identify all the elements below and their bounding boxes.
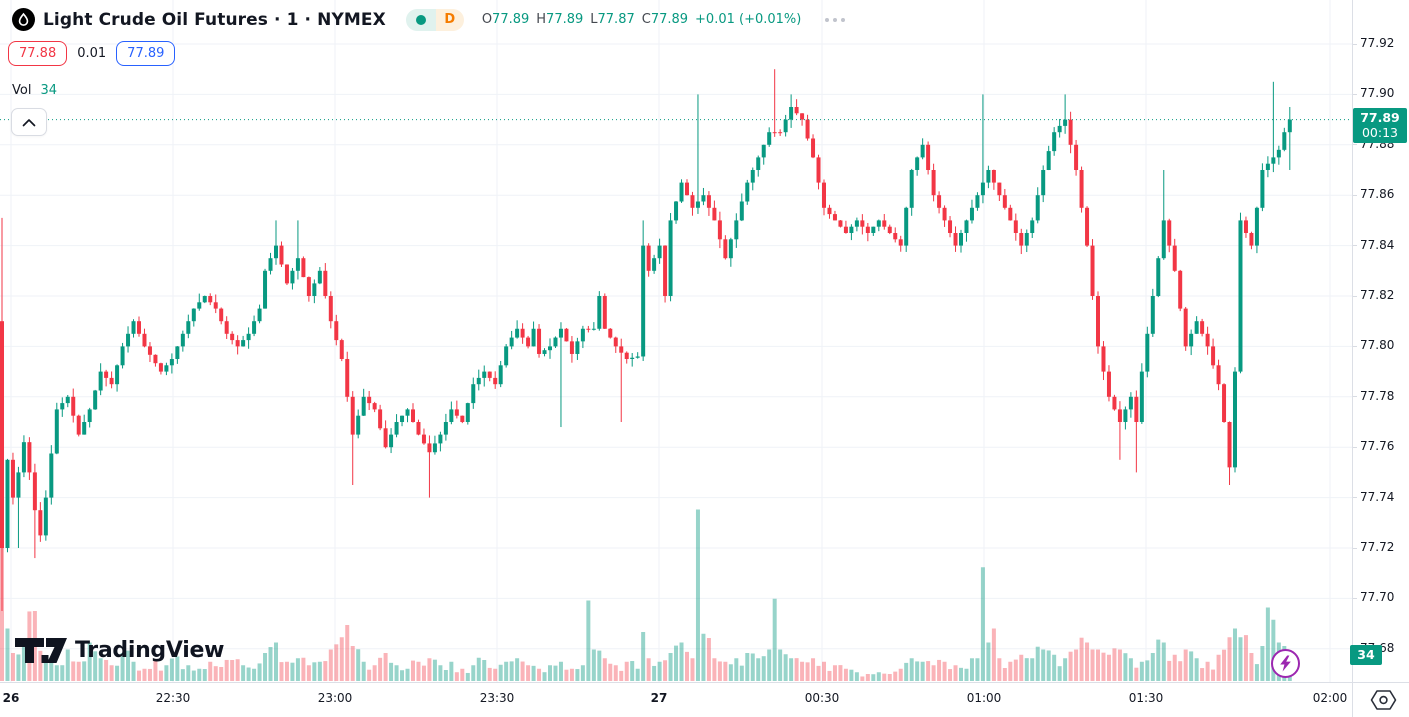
- market-status-dot-icon: [415, 14, 426, 25]
- interval-badge: D: [435, 8, 464, 31]
- time-tick-label: 23:00: [317, 691, 353, 705]
- price-tick-mark: [1353, 446, 1357, 448]
- open-value: 77.89: [492, 12, 530, 27]
- time-tick-label: 02:00: [1312, 691, 1348, 705]
- sell-price-button[interactable]: 77.88: [8, 41, 68, 66]
- ohlc-readout: O77.89 H77.89 L77.87 C77.89 +0.01 (+0.01…: [482, 12, 802, 27]
- quote-row: 77.88 0.01 77.89: [8, 41, 176, 66]
- change-value: +0.01 (+0.01%): [695, 12, 802, 27]
- tradingview-logo[interactable]: TradingView: [14, 637, 224, 664]
- tradingview-logo-text: TradingView: [75, 638, 225, 663]
- time-tick-label: 00:30: [804, 691, 840, 705]
- current-price-value: 77.89: [1360, 109, 1400, 125]
- volume-label: Vol: [12, 83, 32, 98]
- low-label: L: [590, 12, 598, 27]
- chevron-up-icon: [22, 118, 36, 126]
- instant-trading-button[interactable]: [1271, 649, 1300, 678]
- current-price-badge: 77.89 00:13: [1353, 107, 1407, 143]
- price-tick-label: 77.78: [1360, 388, 1395, 403]
- close-label: C: [641, 12, 651, 27]
- tradingview-mark-icon: [15, 638, 67, 663]
- price-tick-mark: [1353, 547, 1357, 549]
- bar-countdown: 00:13: [1361, 124, 1399, 140]
- candlestick-chart[interactable]: [0, 0, 1352, 682]
- volume-axis-badge: 34: [1350, 645, 1382, 665]
- lightning-bolt-icon: [1280, 655, 1291, 672]
- price-tick-mark: [1353, 245, 1357, 247]
- time-tick-label: 23:30: [479, 691, 515, 705]
- price-tick-label: 77.86: [1360, 187, 1395, 202]
- price-tick-label: 77.84: [1360, 237, 1395, 252]
- volume-value: 34: [40, 83, 57, 98]
- volume-readout: Vol 34: [12, 83, 57, 98]
- price-tick-mark: [1353, 93, 1357, 95]
- time-tick-label: 27: [650, 691, 668, 705]
- buy-price-button[interactable]: 77.89: [116, 41, 176, 66]
- price-tick-label: 77.82: [1360, 288, 1395, 302]
- price-tick-label: 77.70: [1360, 590, 1395, 605]
- price-tick-mark: [1353, 295, 1357, 297]
- price-tick-mark: [1353, 597, 1357, 599]
- time-tick-label: 26: [2, 691, 20, 705]
- price-axis[interactable]: 77.92 77.90 77.88 77.86 77.84 77.82 77.80 77.78…: [1352, 0, 1409, 682]
- close-value: 77.89: [650, 12, 689, 27]
- high-label: H: [536, 12, 547, 27]
- spread-value: 0.01: [77, 46, 107, 61]
- timezone-corner-button[interactable]: [1352, 682, 1409, 717]
- collapse-panel-button[interactable]: [11, 108, 47, 136]
- more-options-icon[interactable]: [821, 14, 849, 26]
- price-tick-label: 77.76: [1360, 439, 1395, 454]
- time-axis[interactable]: 26 22:30 23:00 23:30 27 00:30 01:00 01:30 02:00: [0, 682, 1352, 717]
- price-tick-label: 77.92: [1360, 36, 1395, 50]
- price-tick-mark: [1353, 497, 1357, 499]
- price-tick-mark: [1353, 396, 1357, 398]
- price-tick-mark: [1353, 144, 1357, 146]
- price-tick-label: 77.90: [1360, 86, 1395, 101]
- low-value: 77.87: [597, 12, 635, 27]
- oil-drop-logo-icon: [12, 8, 35, 31]
- symbol-title[interactable]: Light Crude Oil Futures · 1 · NYMEX: [43, 9, 386, 30]
- price-tick-mark: [1353, 43, 1357, 45]
- open-label: O: [481, 12, 493, 27]
- high-value: 77.89: [546, 12, 584, 27]
- time-tick-label: 22:30: [155, 691, 191, 705]
- price-tick-mark: [1353, 194, 1357, 196]
- interval-status-pill[interactable]: D: [405, 8, 464, 31]
- time-tick-label: 01:30: [1128, 691, 1164, 705]
- price-tick-label: 77.72: [1360, 540, 1395, 554]
- time-tick-label: 01:00: [966, 691, 1002, 705]
- hexagon-eye-icon: [1370, 690, 1397, 710]
- price-tick-mark: [1353, 345, 1357, 347]
- price-tick-label: 77.80: [1360, 338, 1395, 353]
- price-tick-label: 77.74: [1360, 489, 1395, 504]
- symbol-header: Light Crude Oil Futures · 1 · NYMEX D O7…: [12, 8, 849, 31]
